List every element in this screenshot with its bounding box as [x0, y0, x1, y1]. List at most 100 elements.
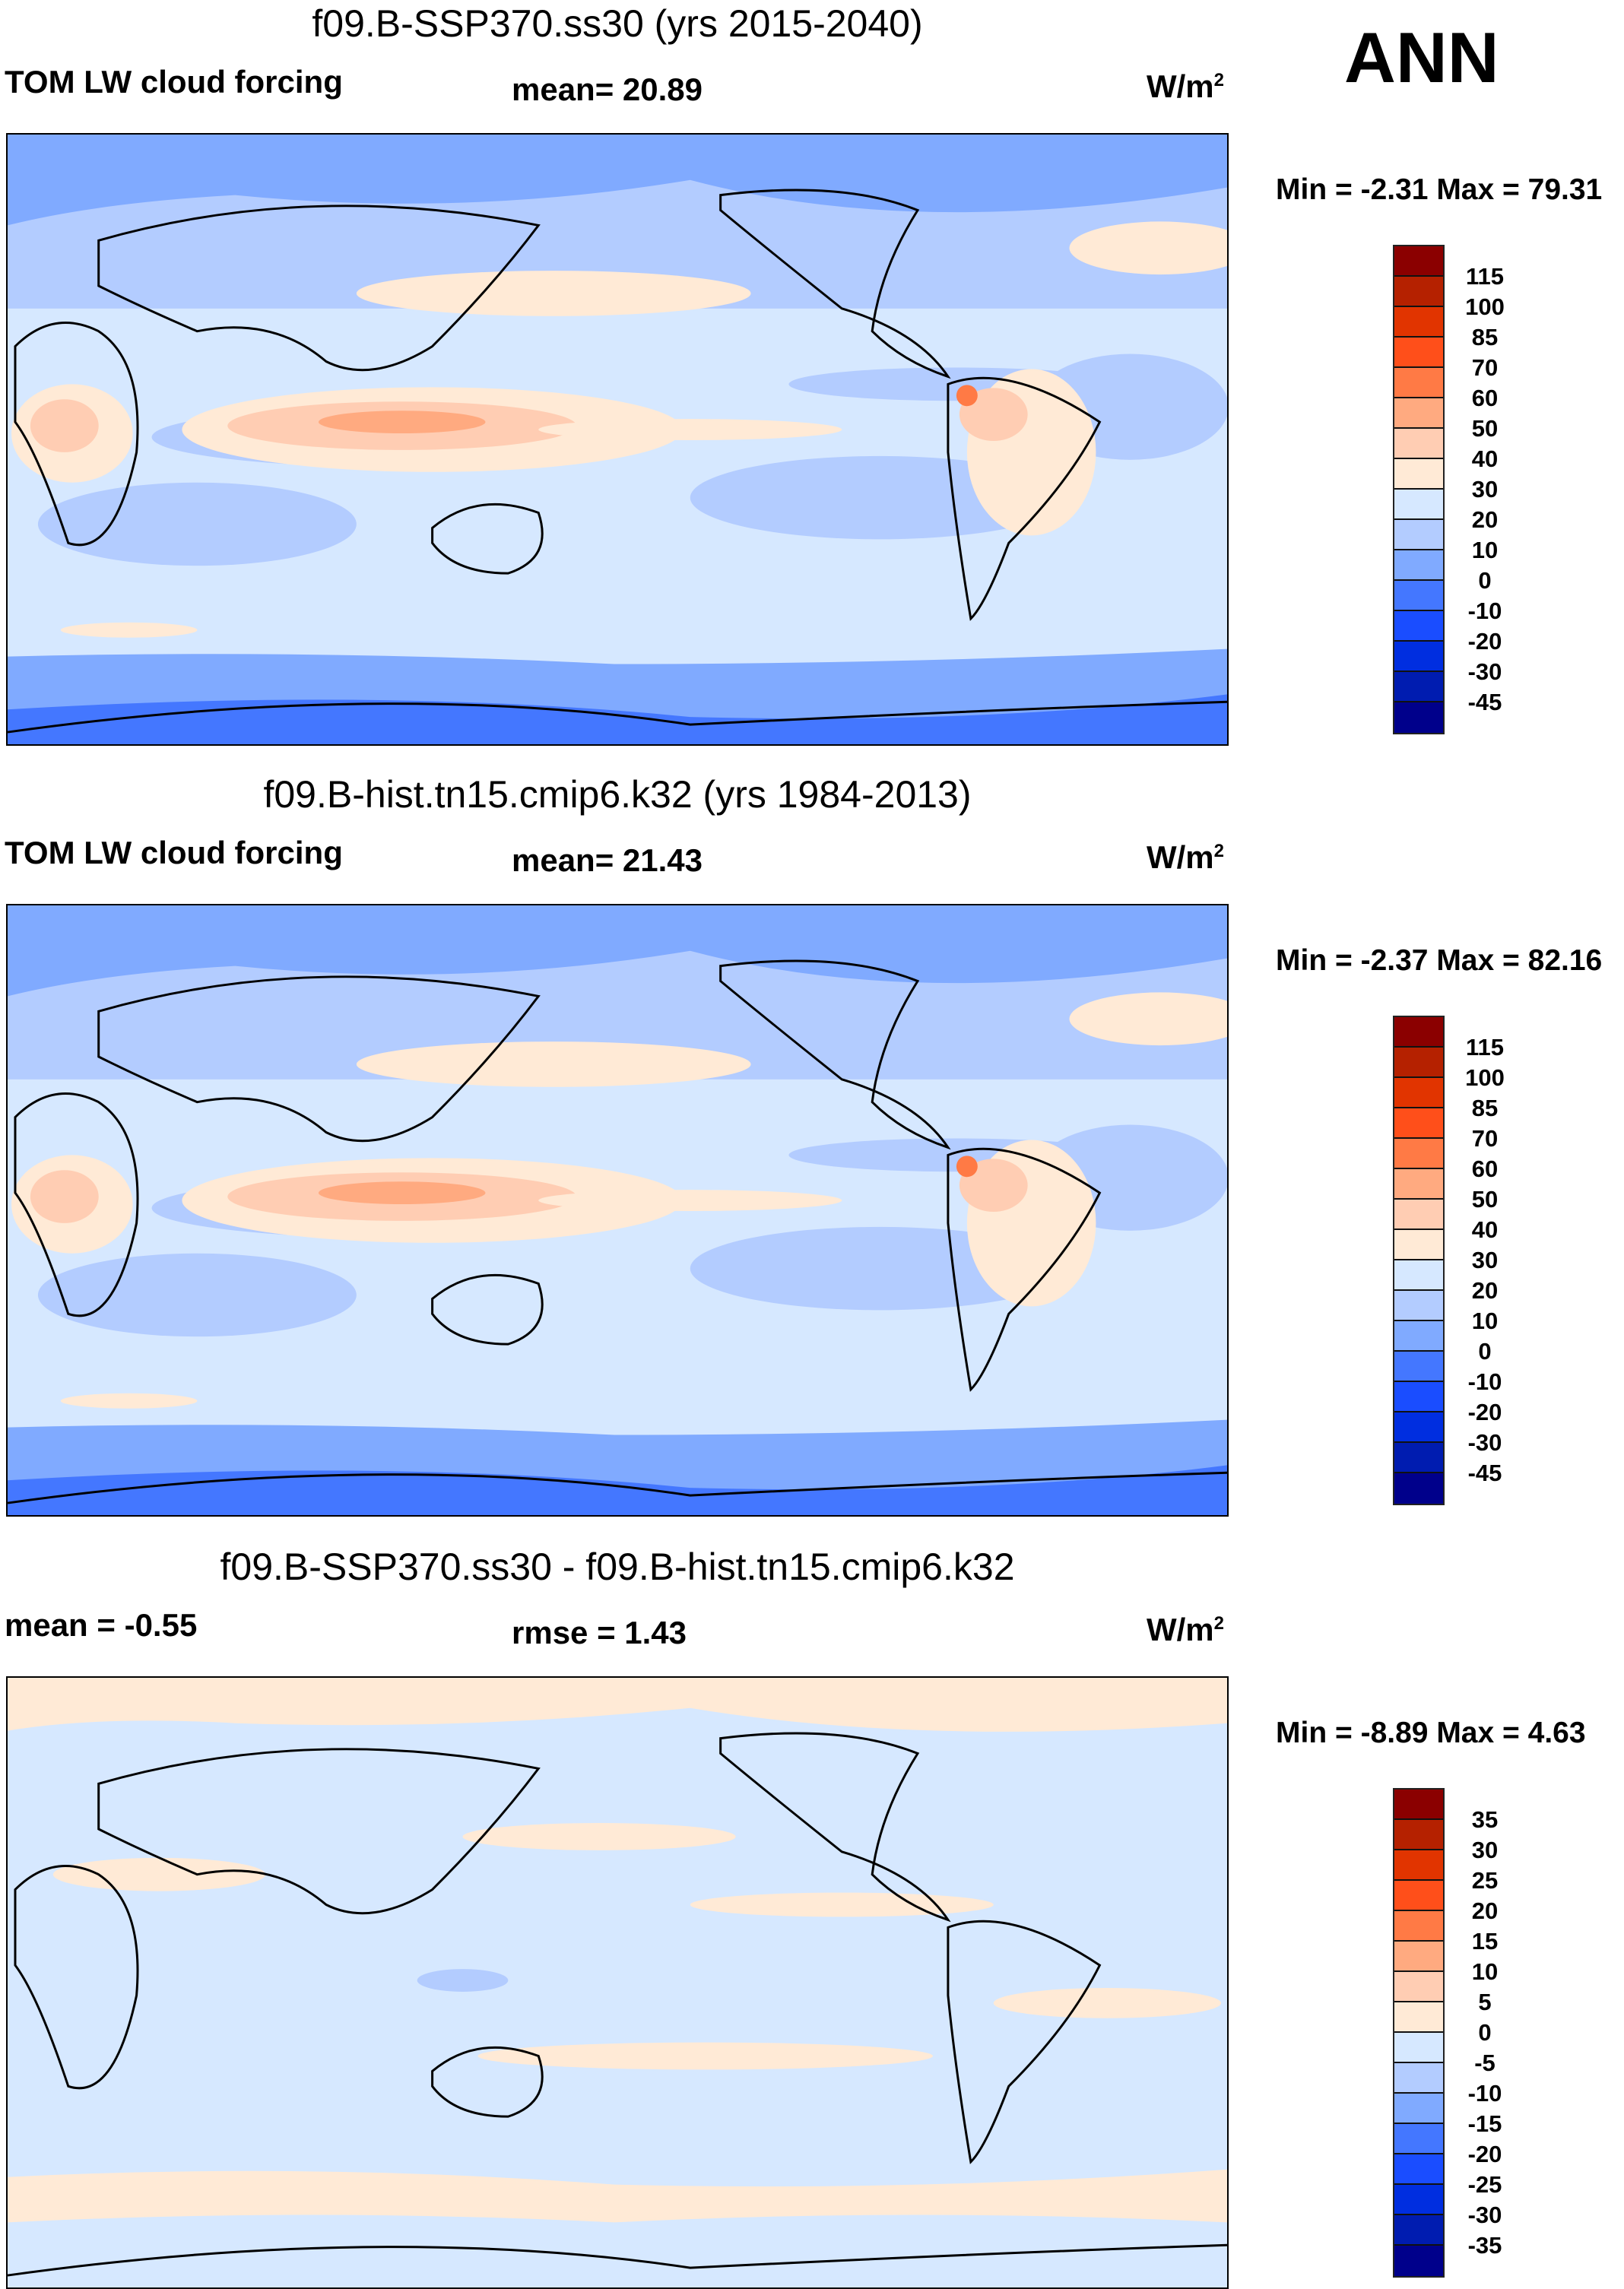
- colorbar-box: [1394, 2063, 1443, 2094]
- africa-core: [30, 399, 99, 452]
- colorbar-box: [1394, 1321, 1443, 1352]
- colorbar-tick-label: 40: [1471, 1216, 1499, 1243]
- colorbar-tick-label: -25: [1467, 2171, 1502, 2198]
- panel-title: f09.B-hist.tn15.cmip6.k32 (yrs 1984-2013…: [263, 773, 972, 816]
- colorbar-box: [1394, 1881, 1443, 1911]
- map-svg: [8, 135, 1227, 744]
- min-max-label: Min = -2.31 Max = 79.31: [1276, 173, 1603, 206]
- map-svg: [8, 1678, 1227, 2287]
- min-max-label: Min = -8.89 Max = 4.63: [1276, 1717, 1586, 1749]
- panel-title: f09.B-SSP370.ss30 (yrs 2015-2040): [312, 2, 923, 45]
- colorbar-box: [1394, 2215, 1443, 2246]
- colorbar-box: [1394, 459, 1443, 490]
- season-label: ANN: [1344, 17, 1499, 97]
- colorbar-tick-label: 15: [1471, 1928, 1499, 1955]
- sh-peach-patch: [60, 622, 198, 638]
- colorbar-box: [1394, 2246, 1443, 2276]
- colorbar-box: [1394, 1972, 1443, 2002]
- colorbar-box: [1394, 1017, 1443, 1048]
- colorbar-box: [1394, 2185, 1443, 2215]
- contour-map: [6, 904, 1229, 1517]
- colorbar-box: [1394, 1169, 1443, 1200]
- coastline-1: [97, 975, 541, 1143]
- itcz-band: [538, 1190, 842, 1211]
- colorbar-box: [1394, 2154, 1443, 2185]
- center-label: rmse = 1.43: [512, 1615, 687, 1650]
- colorbar-box: [1394, 550, 1443, 581]
- colorbar-tick-label: 100: [1465, 1064, 1505, 1091]
- contour-map: [6, 1676, 1229, 2289]
- colorbar-tick-label: -45: [1467, 1460, 1502, 1486]
- units-exponent: 2: [1213, 1613, 1225, 1634]
- n-atlantic-patch: [1069, 992, 1227, 1046]
- colorbar-box: [1394, 2094, 1443, 2124]
- contour-map: [6, 133, 1229, 746]
- left-label: mean = -0.55: [5, 1607, 198, 1643]
- colorbar-box: [1394, 1820, 1443, 1850]
- colorbar-tick-label: 50: [1471, 415, 1499, 442]
- colorbar-box: [1394, 1352, 1443, 1382]
- colorbar-box: [1394, 398, 1443, 429]
- colorbar-box: [1394, 581, 1443, 611]
- coastline-4: [947, 376, 1102, 621]
- left-label: TOM LW cloud forcing: [5, 835, 343, 870]
- colorbar-tick-label: 40: [1471, 445, 1499, 472]
- colorbar-tick-label: 30: [1471, 1837, 1499, 1863]
- colorbar-tick-label: 60: [1471, 385, 1499, 411]
- colorbar-box: [1394, 1291, 1443, 1321]
- coastline-5: [8, 700, 1227, 734]
- amazon-core: [959, 1159, 1028, 1212]
- colombia-max: [956, 385, 978, 407]
- units-text: W/m: [1147, 839, 1214, 875]
- maritime-negative: [417, 1969, 509, 1992]
- colorbar-box: [1394, 1108, 1443, 1139]
- units-text: W/m: [1147, 1612, 1214, 1647]
- min-max-label: Min = -2.37 Max = 82.16: [1276, 944, 1603, 977]
- coastline-1: [97, 204, 541, 372]
- colorbar-tick-label: 20: [1471, 1277, 1499, 1304]
- warm-pool-max: [318, 411, 486, 434]
- colorbar-tick-label: 35: [1471, 1806, 1499, 1833]
- colorbar-box: [1394, 1382, 1443, 1412]
- s-pacific-positive: [477, 2042, 933, 2070]
- colorbar-box: [1394, 2033, 1443, 2063]
- colorbar-tick-label: -20: [1467, 1399, 1502, 1425]
- colorbar-box: [1394, 642, 1443, 672]
- colorbar-tick-label: 85: [1471, 324, 1499, 350]
- coastline-1: [97, 1748, 541, 1915]
- coastline-2: [431, 1273, 544, 1346]
- colorbar-tick-label: 0: [1478, 567, 1492, 594]
- arctic-positive: [8, 1678, 1227, 1732]
- colorbar-box: [1394, 1048, 1443, 1078]
- colorbar-tick-label: -20: [1467, 2141, 1502, 2167]
- indian-ocean-dry: [37, 1253, 357, 1337]
- colorbar-tick-label: -10: [1467, 2080, 1502, 2107]
- colorbar-box: [1394, 338, 1443, 368]
- colorbar-box: [1394, 1078, 1443, 1108]
- left-label: TOM LW cloud forcing: [5, 64, 343, 100]
- colorbar-box: [1394, 520, 1443, 550]
- coastline-3: [719, 189, 951, 379]
- nw-pacific-patch: [356, 271, 751, 316]
- coastline-4: [947, 1147, 1102, 1392]
- colorbar-tick-label: 115: [1465, 263, 1505, 290]
- colorbar-box: [1394, 1790, 1443, 1820]
- panel-title: f09.B-SSP370.ss30 - f09.B-hist.tn15.cmip…: [220, 1546, 1015, 1588]
- colorbar-box: [1394, 2124, 1443, 2154]
- colorbar-tick-label: -15: [1467, 2110, 1502, 2137]
- units-text: W/m: [1147, 68, 1214, 104]
- coastline-0: [14, 322, 139, 547]
- asia-positive: [52, 1857, 266, 1891]
- sh-storm-track: [8, 1381, 1227, 1435]
- coastline-3: [719, 1732, 951, 1923]
- colorbar: [1393, 1016, 1445, 1505]
- colorbar-tick-label: 10: [1471, 1308, 1499, 1334]
- units-label: W/m2: [1147, 68, 1224, 105]
- coastline-5: [8, 2243, 1227, 2277]
- colorbar-box: [1394, 246, 1443, 277]
- antarctica: [8, 1465, 1227, 1515]
- ne-pacific-positive: [690, 1892, 994, 1917]
- colorbar-tick-label: -30: [1467, 658, 1502, 685]
- units-label: W/m2: [1147, 839, 1224, 876]
- colorbar-box: [1394, 1443, 1443, 1473]
